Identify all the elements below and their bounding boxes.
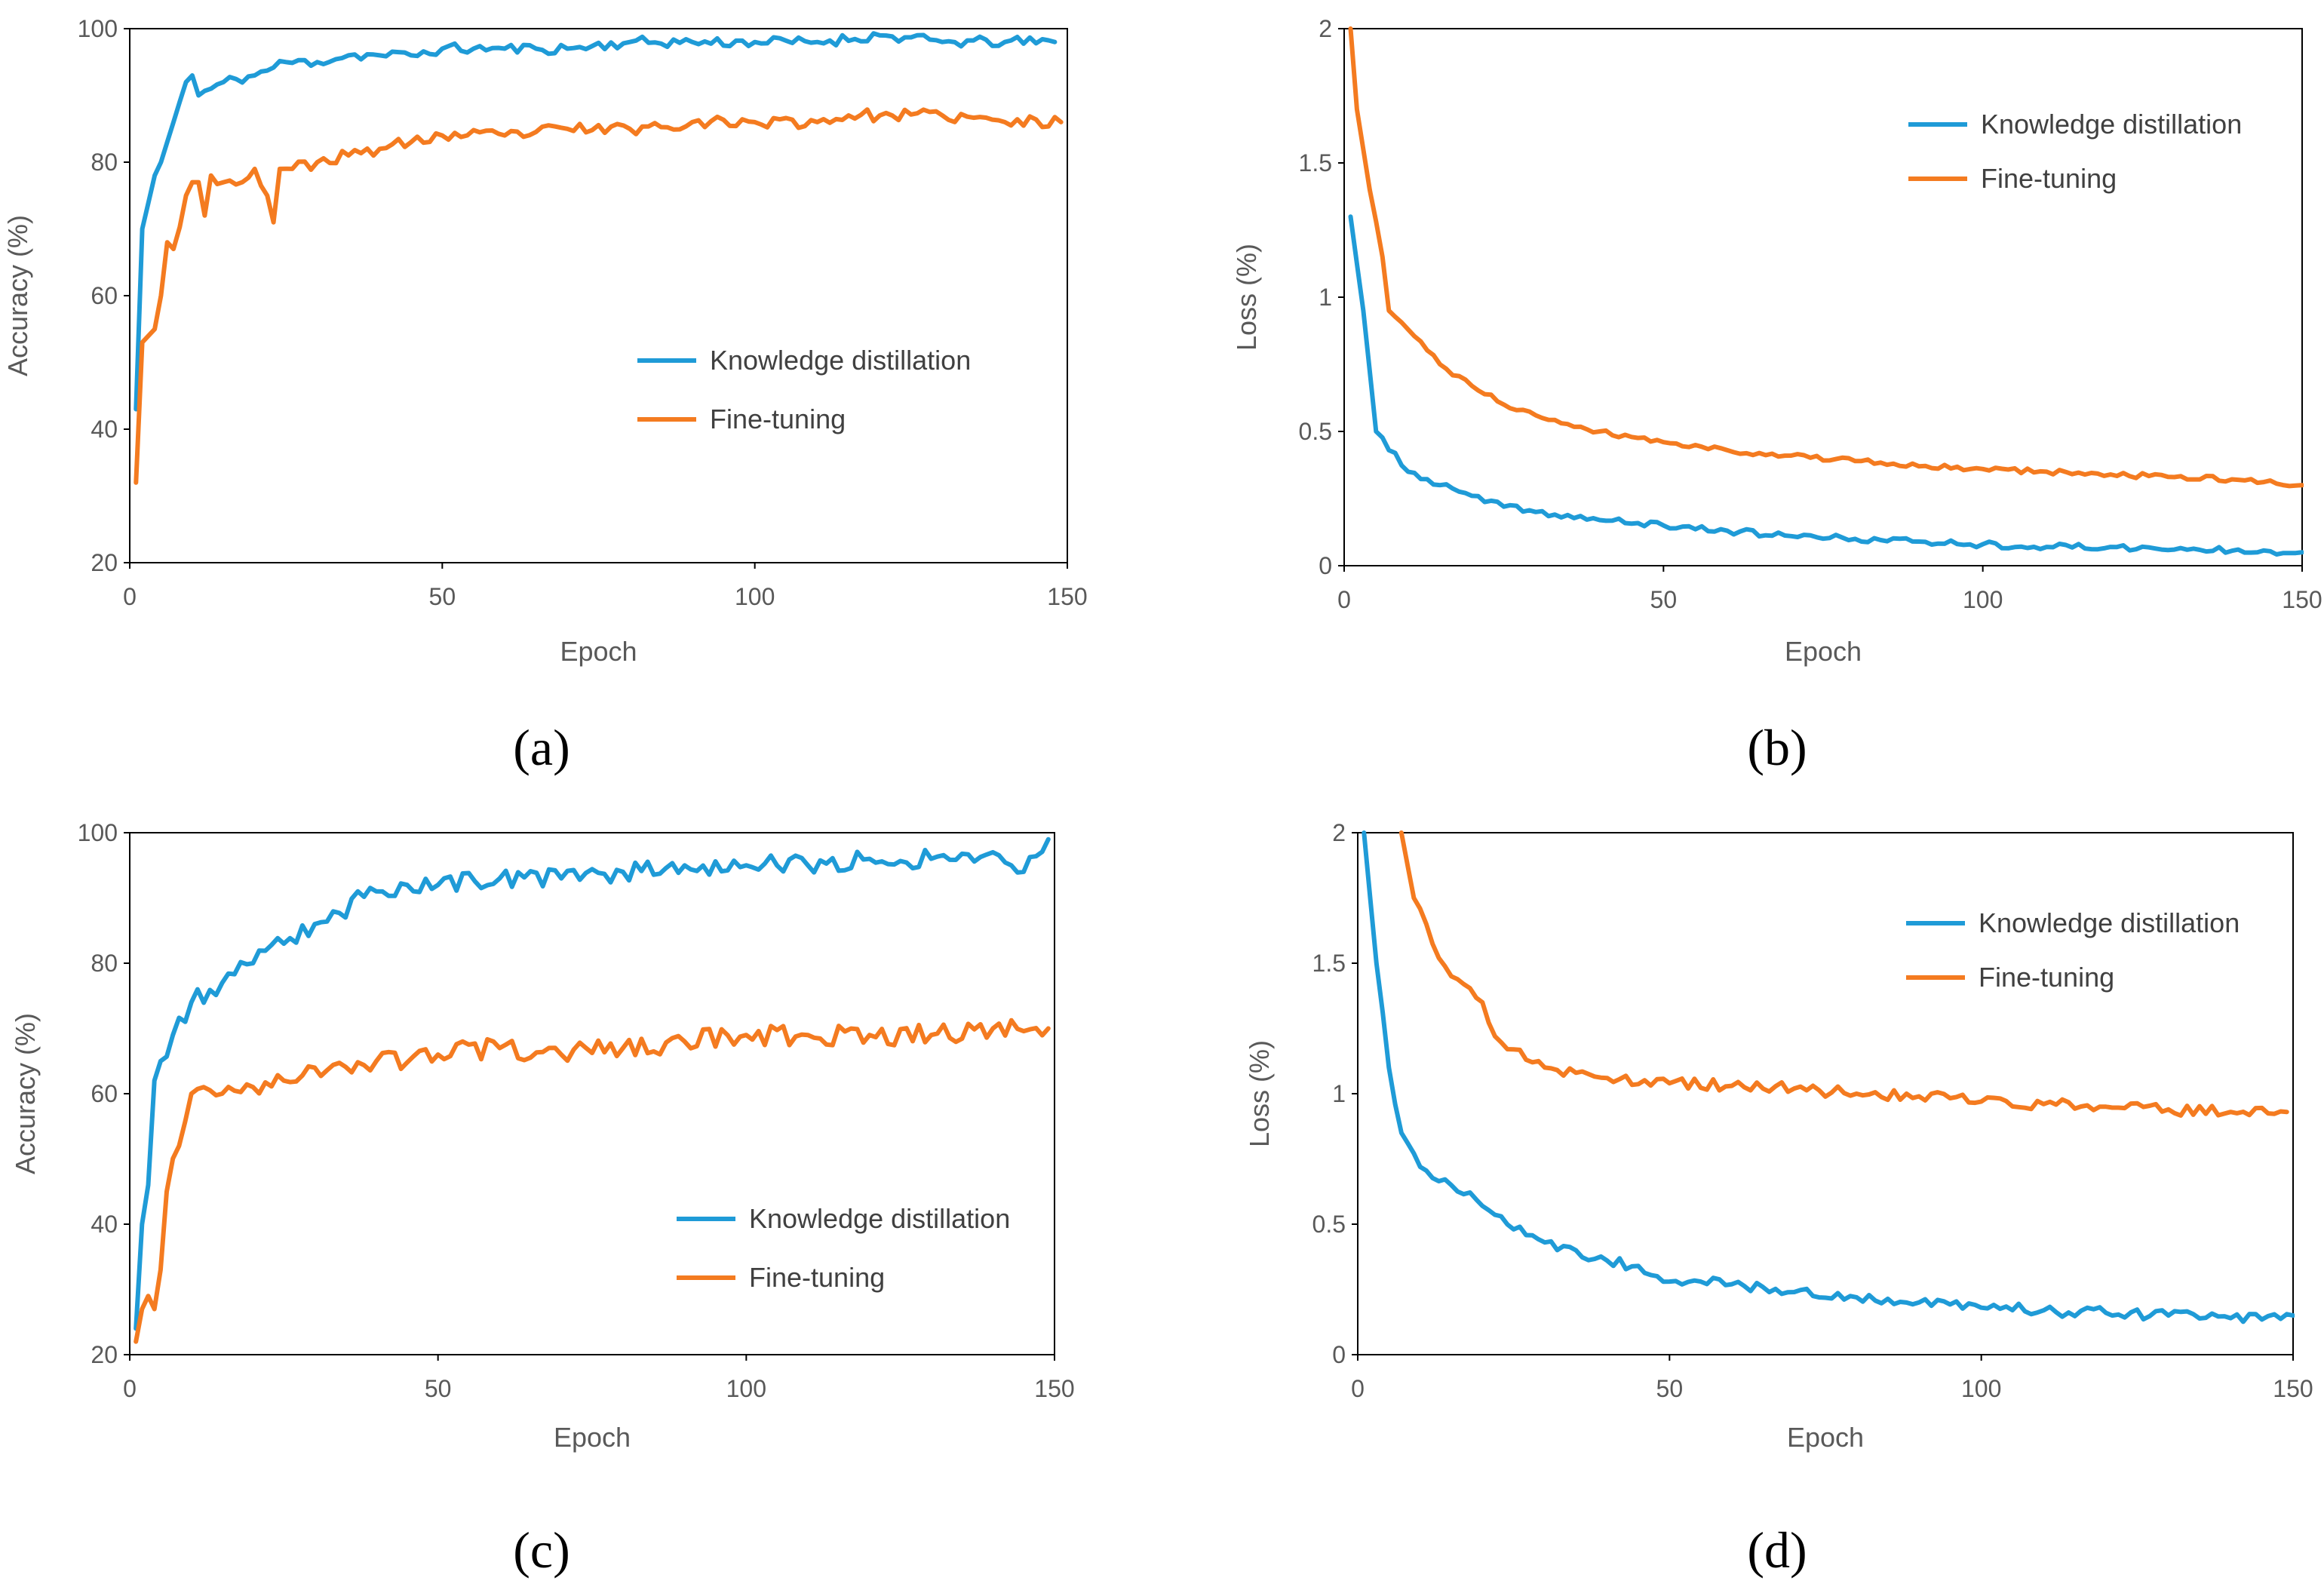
panel-a-ytick-label-3: 80 [91,149,118,176]
panel-c-xtick-label-1: 50 [425,1375,452,1402]
panel-b-caption: (b) [1747,719,1807,776]
panel-a-xtick-label-0: 0 [123,583,137,610]
panel-a-xtick-label-3: 150 [1047,583,1087,610]
panel-d-legend: Knowledge distillation Fine-tuning [1906,907,2240,993]
panel-b-xtick-label-0: 0 [1337,586,1351,613]
panel-c-xtick-label-0: 0 [123,1375,137,1402]
panel-b-ytick-label-3: 1.5 [1299,149,1332,176]
panel-d-y-axis-title: Loss (%) [1244,1040,1275,1147]
panel-b-legend-label-0: Knowledge distillation [1981,109,2242,140]
panel-a-series-knowledge-distillation-line [134,31,1058,412]
panel-a-legend-label-0: Knowledge distillation [710,345,971,376]
panel-b-xtick-label-1: 50 [1650,586,1678,613]
panel-d-xtick-label-3: 150 [2273,1375,2313,1402]
panel-d-xtick-label-2: 100 [1961,1375,2001,1402]
panel-c-ytick-label-0: 20 [91,1341,118,1368]
panel-c-ytick-label-2: 60 [91,1080,118,1107]
panel-b: 0 0.5 1 1.5 2 0 50 100 150 Epoch Loss (%) Knowledge… [1231,15,2322,776]
panel-c-xtick-label-2: 100 [726,1375,766,1402]
panel-d-ytick-label-2: 1 [1332,1080,1346,1107]
panel-d-x-axis-title: Epoch [1787,1422,1864,1453]
panel-b-x-axis-title: Epoch [1785,636,1862,667]
panel-a: 20 40 60 80 100 0 50 100 150 Epoch Accuracy (%) Kno… [2,15,1088,776]
panel-b-xtick-label-3: 150 [2282,586,2322,613]
panel-c-plot-frame [129,832,1055,1355]
panel-a-legend-label-1: Fine-tuning [710,404,846,434]
panel-b-ytick-label-2: 1 [1319,284,1332,311]
panel-c-ytick-label-3: 80 [91,950,118,977]
panel-d-series-knowledge-distillation-line [1362,830,2295,1324]
panel-d-legend-label-1: Fine-tuning [1979,962,2114,993]
panel-c-series-fine-tuning-line [134,1018,1051,1344]
panel-d-ytick-label-3: 1.5 [1312,950,1346,977]
panel-c-legend-label-1: Fine-tuning [749,1262,885,1293]
panel-b-ytick-label-4: 2 [1319,15,1332,42]
panel-a-series-fine-tuning-line [134,107,1064,485]
panel-a-legend: Knowledge distillation Fine-tuning [637,345,971,434]
panel-a-ytick-label-2: 60 [91,282,118,309]
panel-a-ytick-label-0: 20 [91,549,118,576]
panel-d-ytick-label-4: 2 [1332,819,1346,846]
panel-d-ytick-label-0: 0 [1332,1341,1346,1368]
panel-d-series-fine-tuning-line [1398,830,2289,1118]
panel-d-caption: (d) [1747,1521,1807,1579]
panel-b-xtick-label-2: 100 [1963,586,2003,613]
panel-d-legend-label-0: Knowledge distillation [1979,907,2240,938]
panel-b-legend-label-1: Fine-tuning [1981,163,2117,194]
panel-c-legend: Knowledge distillation Fine-tuning [677,1203,1010,1293]
panel-a-ytick-label-4: 100 [78,15,118,42]
panel-c-series-knowledge-distillation-line [134,836,1051,1331]
panel-c-legend-label-0: Knowledge distillation [749,1203,1010,1234]
panel-c-ytick-label-1: 40 [91,1211,118,1238]
panel-b-y-axis-title: Loss (%) [1231,244,1262,351]
panel-c-ytick-label-4: 100 [78,819,118,846]
panel-a-xtick-label-1: 50 [429,583,456,610]
panel-a-y-axis-title: Accuracy (%) [2,215,33,376]
panel-a-caption: (a) [513,719,569,776]
panel-d-xtick-label-0: 0 [1351,1375,1365,1402]
panel-c-x-axis-title: Epoch [554,1422,631,1453]
panel-a-xtick-label-2: 100 [735,583,775,610]
panel-d: 0 0.5 1 1.5 2 0 50 100 150 Epoch Loss (%) Knowledge… [1244,819,2313,1579]
panel-b-ytick-label-1: 0.5 [1299,418,1332,445]
panel-d-ytick-label-1: 0.5 [1312,1211,1346,1238]
panel-b-ytick-label-0: 0 [1319,552,1332,579]
panel-b-series-knowledge-distillation-line [1348,214,2304,557]
panel-a-ytick-label-1: 40 [91,416,118,443]
panel-c: 20 40 60 80 100 0 50 100 150 Epoch Accuracy (%) Kno… [10,819,1075,1579]
panel-b-series-fine-tuning-line [1348,26,2304,489]
panel-c-xtick-label-3: 150 [1034,1375,1074,1402]
panel-c-y-axis-title: Accuracy (%) [10,1013,41,1174]
panel-a-x-axis-title: Epoch [560,636,637,667]
panel-b-legend: Knowledge distillation Fine-tuning [1908,109,2242,194]
panel-c-caption: (c) [513,1521,569,1579]
panel-d-xtick-label-1: 50 [1656,1375,1684,1402]
